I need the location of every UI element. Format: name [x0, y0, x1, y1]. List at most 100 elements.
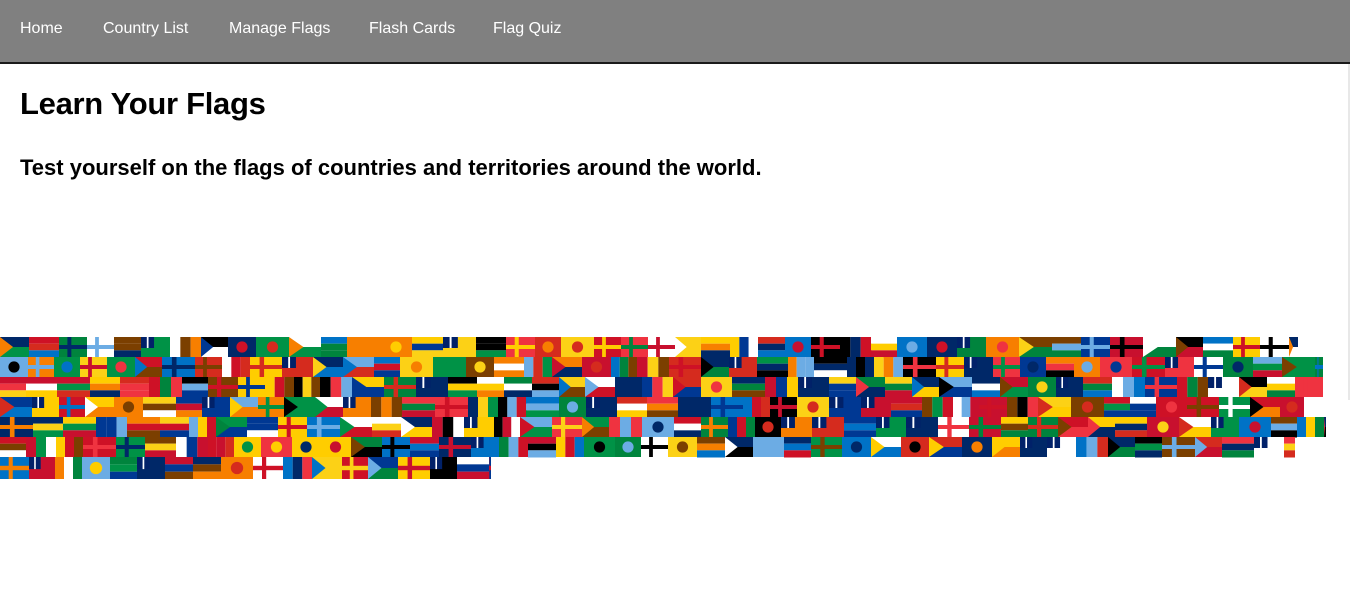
flag-tile [208, 437, 235, 457]
flag-tile [1007, 397, 1039, 417]
flag-tile [1020, 357, 1046, 377]
flag-tile [755, 417, 781, 437]
flag-tile [343, 357, 374, 377]
flag-tile [669, 357, 701, 377]
flag-tile [222, 357, 251, 377]
flag-tile [149, 377, 183, 397]
flag-tile [0, 437, 26, 458]
flag-tile [1165, 357, 1194, 377]
flag-tile [781, 417, 812, 437]
page-subtitle: Test yourself on the flags of countries … [20, 155, 762, 180]
flag-tile [372, 417, 401, 438]
flag-tile [524, 357, 553, 377]
flag-tile [256, 337, 289, 357]
flag-tile [938, 417, 969, 437]
flag-tile [647, 397, 678, 418]
flag-tile [439, 437, 471, 457]
flag-tile [901, 437, 929, 457]
flag-tile [561, 337, 594, 357]
flag-tile [141, 337, 170, 357]
flag-tile [1194, 357, 1223, 377]
flag-tile [162, 357, 195, 377]
flag-tile [962, 437, 992, 457]
flag-tile [343, 397, 371, 417]
flag-tile [785, 337, 811, 357]
flag-tile [55, 457, 83, 479]
flag-tile [1145, 377, 1177, 397]
nav-home-link[interactable]: Home [20, 20, 63, 37]
flag-tile [294, 377, 321, 397]
flag-tile [0, 457, 29, 479]
flag-tile [697, 437, 725, 458]
flag-tile [874, 357, 904, 377]
flag-tile [615, 437, 641, 457]
flag-tile [969, 417, 1001, 437]
flag-tile [398, 457, 430, 479]
flag-tile [1046, 357, 1074, 378]
flag-tile [216, 417, 247, 437]
flag-tile [891, 397, 922, 418]
flag-tile [617, 397, 647, 418]
flag-tile [120, 377, 149, 398]
flag-tile [57, 377, 90, 398]
flag-tile [29, 337, 59, 358]
flag-tile [770, 397, 797, 417]
nav-flag-quiz-link[interactable]: Flag Quiz [493, 20, 562, 37]
flag-tile [1162, 437, 1195, 457]
flag-tile [313, 357, 343, 377]
flag-tile [582, 357, 611, 377]
flag-tile [1284, 437, 1295, 458]
flag-tile [1239, 417, 1271, 437]
flag-tile [0, 377, 26, 398]
flag-tile [320, 377, 353, 397]
flag-tile [1156, 397, 1187, 417]
flag-tile [811, 437, 842, 457]
nav-flash-cards-link[interactable]: Flash Cards [369, 20, 456, 37]
flag-tile [526, 397, 559, 418]
flag-tile [730, 337, 759, 357]
flag-tile [114, 337, 141, 358]
flag-tile [471, 437, 499, 457]
flag-tile [1208, 377, 1239, 397]
flag-tile [238, 377, 265, 397]
flag-tile [374, 357, 400, 378]
flag-tile [477, 377, 504, 398]
flag-tile [0, 397, 32, 417]
flag-tile [642, 417, 674, 437]
flag-tile [637, 357, 670, 377]
flag-tile [315, 397, 343, 417]
flag-tile [234, 437, 261, 457]
flag-tile [701, 357, 729, 377]
flag-tile [1260, 337, 1289, 357]
flag-tile [1074, 357, 1100, 377]
flag-tile [753, 437, 784, 457]
flag-tile [788, 357, 815, 377]
flag-tile [743, 397, 771, 417]
flag-tile [494, 417, 521, 437]
flag-tile [1250, 397, 1280, 417]
flag-tile [668, 437, 697, 457]
flag-tile [871, 437, 901, 457]
nav-country-list-link[interactable]: Country List [103, 20, 189, 37]
flag-tile [80, 357, 107, 377]
flag-tile [586, 397, 617, 417]
flag-tile [897, 337, 927, 357]
flag-tile [278, 417, 307, 437]
flag-tile [384, 377, 416, 397]
flag-tile [143, 397, 176, 418]
flag-tile [732, 377, 765, 398]
flag-tile [489, 457, 491, 479]
flag-tile [1271, 417, 1297, 438]
flag-tile [847, 357, 875, 377]
flag-tile [96, 417, 128, 437]
flag-tile [265, 377, 295, 397]
scroll-edge [1348, 64, 1350, 400]
flag-tile [784, 437, 811, 458]
flag-tile [556, 437, 585, 457]
flag-tile [253, 457, 283, 479]
flag-tile [498, 397, 527, 417]
flag-tile [939, 377, 972, 397]
flag-tile [856, 377, 885, 397]
nav-manage-flags-link[interactable]: Manage Flags [229, 20, 331, 37]
flag-tile [1058, 417, 1088, 437]
